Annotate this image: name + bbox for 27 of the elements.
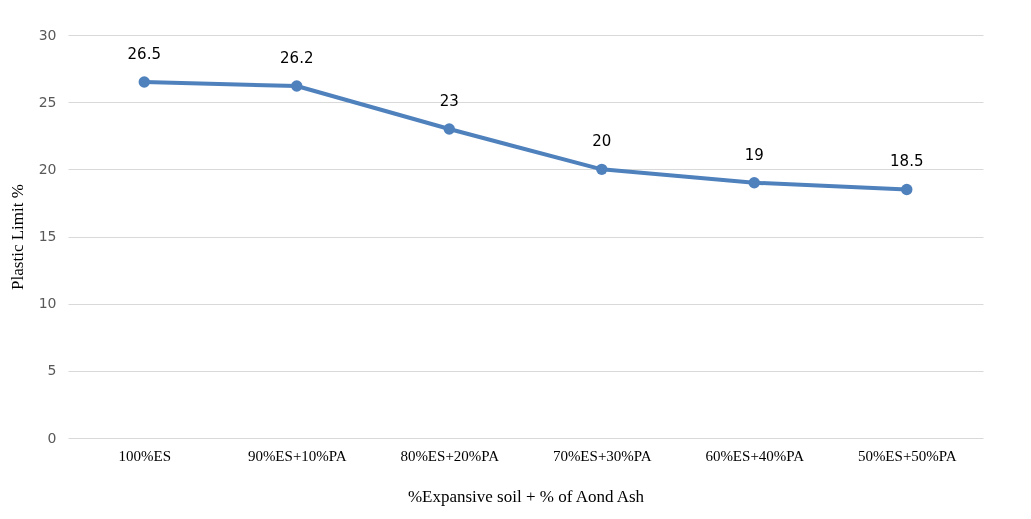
y-tick-label: 25 [38,93,57,110]
y-tick-label: 30 [38,26,57,43]
x-tick-label: 80%ES+20%PA [400,447,500,464]
point [901,183,913,196]
point [748,177,760,189]
data-label: 26.2 [280,49,314,68]
x-tick-label: 70%ES+30%PA [552,447,652,464]
point [138,76,150,88]
y-tick-label: 10 [38,295,57,312]
point [443,123,455,135]
data-label: 23 [439,92,459,111]
point [596,163,608,176]
data-label: 19 [744,145,764,164]
y-tick-label: 5 [47,362,57,379]
y-tick-label: 20 [38,160,57,177]
x-tick-label: 90%ES+10%PA [247,447,347,464]
data-label: 26.5 [127,45,161,64]
x-tick-label: 50%ES+50%PA [857,447,957,464]
data-label: 20 [592,132,612,151]
y-axis-title: Plastic Limit % [7,184,27,290]
x-tick-label: 100%ES [118,447,171,464]
y-tick-label: 0 [47,429,57,446]
x-tick-label: 60%ES+40%PA [705,447,805,464]
point [291,80,303,92]
x-axis-title: %Expansive soil + % of Aond Ash [407,486,645,506]
data-label: 18.5 [890,152,924,171]
y-tick-label: 15 [38,228,57,244]
